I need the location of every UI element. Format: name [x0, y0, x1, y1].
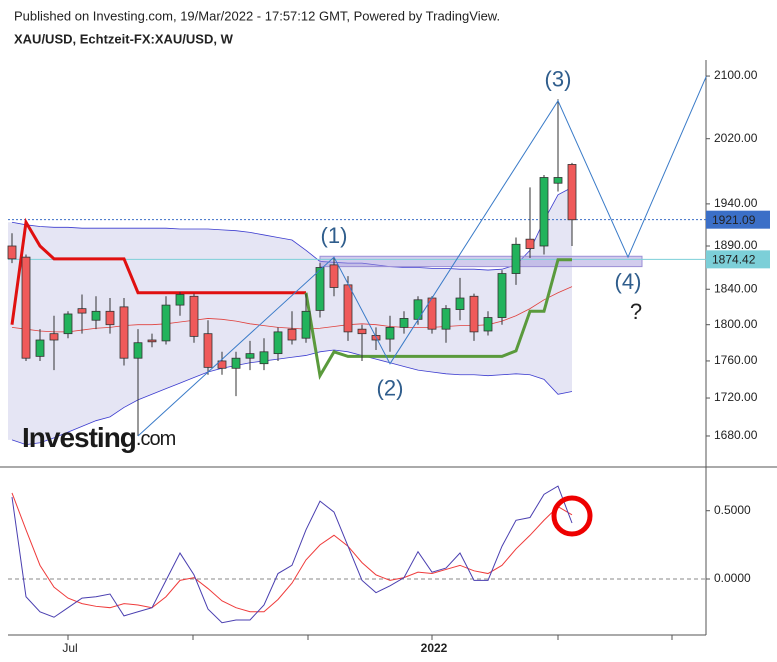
price-label-box	[706, 250, 770, 269]
x-tick-label: 2022	[421, 641, 448, 655]
candle-body	[133, 342, 143, 359]
y-tick-label: 1840.00	[714, 281, 758, 295]
y-tick-label: 1940.00	[714, 196, 758, 210]
candle-body	[315, 267, 325, 311]
wave-label: (4)	[615, 269, 642, 294]
band-fill	[8, 187, 572, 445]
candle-body	[175, 294, 185, 306]
highlight-circle	[551, 495, 593, 537]
price-label-box	[706, 210, 770, 229]
zone	[319, 255, 643, 268]
symbol-title: XAU/USD, Echtzeit-FX:XAU/USD, W	[14, 31, 234, 46]
candle-body	[567, 164, 577, 221]
candle-body	[63, 313, 73, 335]
published-note: Published on Investing.com, 19/Mar/2022 …	[14, 8, 500, 23]
candle-body	[217, 360, 227, 369]
candle-body	[189, 295, 199, 337]
candle-body	[161, 304, 171, 342]
candle-body	[245, 353, 255, 359]
candle-body	[497, 273, 507, 318]
candle-body	[105, 310, 115, 326]
candle-body	[91, 310, 101, 321]
wave-label: (2)	[377, 376, 404, 401]
y-tick-label: 1680.00	[714, 428, 758, 442]
candle-body	[287, 328, 297, 341]
y-tick-label: 2100.00	[714, 68, 758, 82]
oscillator-line	[11, 485, 573, 624]
watermark-suffix: .com	[136, 428, 176, 450]
candle-body	[21, 256, 31, 359]
y-tick-label: 0.5000	[714, 503, 751, 517]
candle-body	[385, 326, 395, 340]
candle-body	[7, 245, 17, 260]
watermark-name: Investing	[22, 422, 136, 453]
candle-body	[525, 238, 535, 249]
candle-body	[49, 333, 59, 341]
wave-label: (1)	[321, 223, 348, 248]
x-tick-label: Jul	[62, 641, 77, 655]
candle-body	[343, 284, 353, 333]
candle-body	[147, 339, 157, 343]
stop-line	[10, 217, 306, 325]
wave-label: (3)	[545, 67, 572, 92]
candle-body	[511, 243, 521, 274]
candle-body	[399, 318, 409, 328]
wave-line	[137, 75, 707, 437]
candle-body	[553, 177, 563, 184]
y-tick-label: 1800.00	[714, 317, 758, 331]
band-upper	[11, 186, 573, 271]
candle-body	[77, 308, 87, 314]
y-tick-label: 0.0000	[714, 571, 751, 585]
candle-body	[259, 351, 269, 365]
price-label: 1921.09	[712, 213, 756, 227]
y-tick-label: 1760.00	[714, 353, 758, 367]
y-tick-label: 1720.00	[714, 390, 758, 404]
wave-question: ?	[630, 299, 642, 324]
candle-body	[483, 317, 493, 332]
candle-body	[469, 295, 479, 333]
candle-body	[357, 328, 367, 335]
oscillator-line	[11, 492, 573, 613]
candle-body	[231, 357, 241, 369]
candle-body	[273, 331, 283, 355]
candle-body	[539, 177, 549, 247]
candle-body	[203, 333, 213, 368]
candle-body	[441, 308, 451, 330]
candle-body	[455, 297, 465, 310]
price-label: 1874.42	[712, 253, 756, 267]
candle-body	[119, 306, 129, 359]
watermark: Investing.com	[22, 422, 176, 453]
candle-body	[35, 339, 45, 357]
y-tick-label: 2020.00	[714, 131, 758, 145]
band-lower	[11, 349, 573, 446]
y-tick-label: 1890.00	[714, 238, 758, 252]
candle-body	[301, 310, 311, 339]
stop-line	[304, 258, 572, 380]
candle-body	[329, 264, 339, 288]
